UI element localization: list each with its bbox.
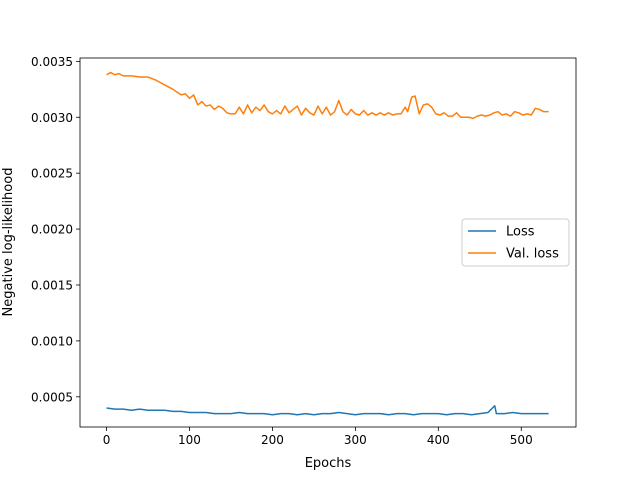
legend-label-val-loss: Val. loss — [506, 247, 559, 262]
y-tick-label: 0.0035 — [31, 55, 73, 69]
series-layer — [106, 71, 549, 416]
series-line-val-loss — [106, 71, 549, 120]
x-tick-label: 100 — [178, 433, 201, 447]
x-axis-label: Epochs — [305, 456, 352, 471]
x-tick-label: 400 — [427, 433, 450, 447]
y-tick-label: 0.0020 — [31, 223, 73, 237]
y-tick-label: 0.0005 — [31, 390, 73, 404]
plot-area — [79, 57, 577, 428]
y-tick-label: 0.0015 — [31, 278, 73, 292]
y-tick-label: 0.0030 — [31, 111, 73, 125]
series-line-loss — [106, 405, 549, 416]
y-tick-label: 0.0025 — [31, 167, 73, 181]
legend: Loss Val. loss — [461, 218, 570, 267]
x-axis-ticks: 0 100 200 300 400 500 — [103, 427, 533, 447]
x-tick-label: 200 — [261, 433, 284, 447]
y-axis-ticks: 0.0005 0.0010 0.0015 0.0020 0.0025 0.0030 0.00… — [31, 55, 80, 404]
x-tick-label: 500 — [510, 433, 533, 447]
x-tick-label: 300 — [344, 433, 367, 447]
legend-label-loss: Loss — [506, 225, 535, 240]
y-tick-label: 0.0010 — [31, 334, 73, 348]
axes-frame — [79, 57, 577, 428]
y-axis-label: Negative log-likelihood — [1, 168, 16, 317]
x-tick-label: 0 — [103, 433, 111, 447]
